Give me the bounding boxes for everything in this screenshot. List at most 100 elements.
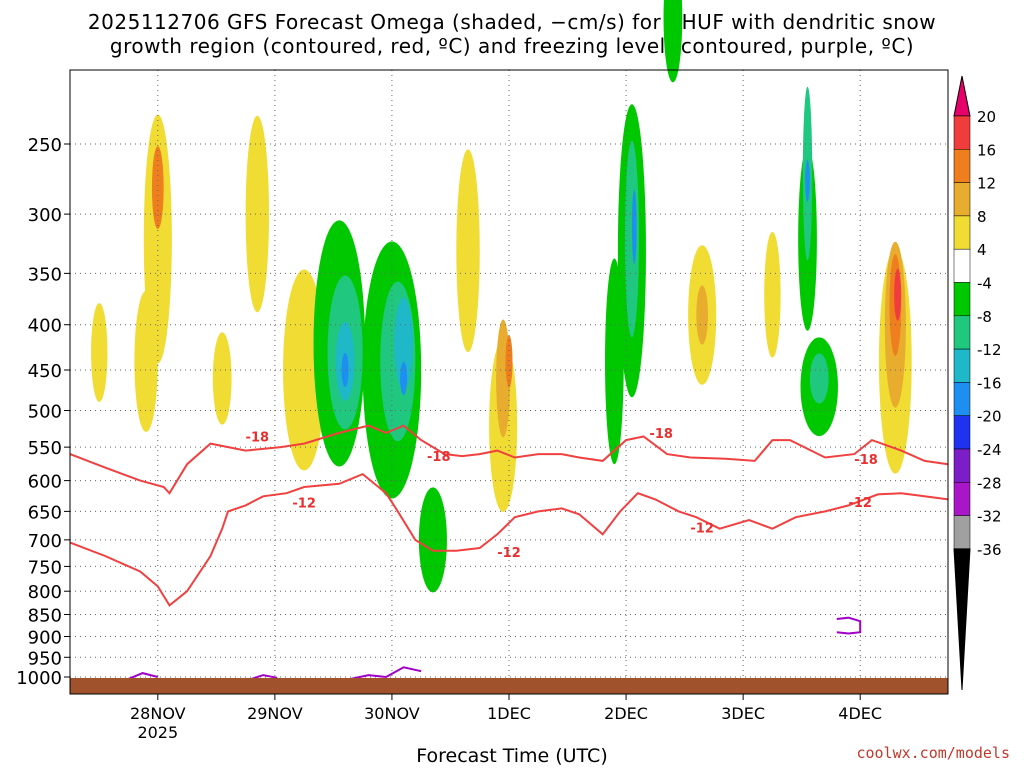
colorbar-top-arrow: [953, 75, 971, 117]
colorbar-segment: [953, 248, 971, 283]
colorbar-segment: [953, 315, 971, 350]
dgz-contour-line: [69, 424, 949, 495]
colorbar-label: -24: [977, 441, 1002, 459]
x-tick-label: 30NOV: [364, 704, 420, 723]
y-tick-label: 800: [28, 582, 62, 603]
grid-lines: [70, 70, 948, 694]
omega-blob: [663, 0, 683, 83]
x-year-label: 2025: [137, 723, 178, 742]
colorbar-label: -16: [977, 374, 1002, 392]
omega-blob: [245, 115, 270, 313]
omega-blob: [604, 258, 624, 465]
y-tick-label: 750: [28, 557, 62, 578]
x-tick-label: 1DEC: [487, 704, 531, 723]
chart-title-line1: 2025112706 GFS Forecast Omega (shaded, −…: [87, 10, 937, 34]
omega-blob: [400, 361, 408, 396]
contour-label: -18: [649, 427, 673, 442]
y-tick-label: 400: [28, 316, 62, 337]
contour-label: -12: [848, 496, 872, 511]
freezing-level-line: [350, 666, 422, 680]
terrain-surface: [70, 678, 948, 694]
omega-shading: [91, 0, 912, 593]
colorbar-label: -28: [977, 474, 1002, 492]
contour-label: -12: [497, 546, 521, 561]
colorbar-segment: [953, 182, 971, 217]
omega-blob: [394, 297, 414, 390]
contour-label: -18: [246, 431, 270, 446]
omega-blob: [894, 268, 902, 321]
colorbar-label: -32: [977, 508, 1002, 526]
x-axis-label: Forecast Time (UTC): [416, 745, 608, 767]
colorbar-bottom-arrow: [953, 548, 971, 691]
x-tick-label: 2DEC: [604, 704, 648, 723]
colorbar-segment: [953, 448, 971, 483]
x-tick-label: 4DEC: [838, 704, 882, 723]
colorbar-segment: [953, 415, 971, 450]
contour-label: -18: [427, 450, 451, 465]
y-tick-label: 700: [28, 531, 62, 552]
colorbar-label: -12: [977, 341, 1002, 359]
y-tick-label: 850: [28, 606, 62, 627]
y-tick-label: 300: [28, 205, 62, 226]
colorbar-segment: [953, 515, 971, 550]
omega-blob: [624, 140, 639, 338]
colorbar-label: 20: [977, 108, 996, 126]
contour-label: -18: [854, 453, 878, 468]
dgz-contour-line: [69, 472, 949, 607]
dgz-contours: [69, 424, 949, 607]
colorbar-label: -20: [977, 408, 1002, 426]
omega-blob: [91, 303, 108, 402]
plot-frame: [69, 69, 949, 695]
x-tick-label: 29NOV: [247, 704, 303, 723]
omega-blob: [696, 285, 709, 345]
y-tick-label: 250: [28, 135, 62, 156]
contour-label: -12: [690, 522, 714, 537]
omega-blob: [631, 189, 637, 265]
omega-blob: [212, 332, 232, 425]
contour-label: -12: [292, 496, 316, 511]
y-tick-label: 600: [28, 472, 62, 493]
colorbar-segment: [953, 115, 971, 150]
colorbar-label: 8: [977, 208, 987, 226]
freezing-level-contours: [128, 616, 862, 680]
x-tick-label: 3DEC: [721, 704, 765, 723]
y-tick-label: 500: [28, 402, 62, 423]
omega-blob: [143, 114, 172, 364]
omega-blob: [505, 335, 513, 388]
omega-blob: [456, 149, 480, 353]
colorbar-label: 16: [977, 141, 996, 159]
colorbar-label: -8: [977, 308, 992, 326]
colorbar-segment: [953, 348, 971, 383]
y-tick-label: 350: [28, 264, 62, 285]
y-tick-label: 550: [28, 438, 62, 459]
colorbar-segment: [953, 215, 971, 250]
omega-blob: [151, 146, 164, 229]
chart-title-line2: growth region (contoured, red, ºC) and f…: [109, 34, 915, 58]
colorbar-segment: [953, 282, 971, 317]
colorbar-label: -4: [977, 275, 992, 293]
colorbar-label: -36: [977, 541, 1002, 559]
omega-blob: [805, 159, 810, 202]
x-tick-label: 28NOV: [130, 704, 186, 723]
axis-tick-labels: 2503003504004505005506006507007508008509…: [16, 135, 882, 742]
colorbar-segment: [953, 149, 971, 183]
omega-blob: [418, 487, 447, 593]
y-tick-label: 650: [28, 502, 62, 523]
contour-labels: -18 -18 -18 -18 -12 -12 -12 -12: [246, 427, 878, 561]
freezing-level-line: [836, 616, 862, 635]
colorbar-label: 12: [977, 175, 996, 193]
colorbar: 20 16 12 8 4 -4 -8 -12 -16 -20 -24 -28 -32 -36: [953, 75, 1002, 691]
omega-blob: [764, 231, 781, 358]
colorbar-segment: [953, 482, 971, 516]
y-tick-label: 950: [28, 648, 62, 669]
y-tick-label: 1000: [16, 668, 62, 689]
omega-blob: [809, 353, 829, 404]
freezing-level-line: [251, 674, 278, 680]
y-tick-label: 900: [28, 627, 62, 648]
colorbar-label: 4: [977, 241, 987, 259]
freezing-level-line: [128, 672, 159, 680]
colorbar-segment: [953, 382, 971, 416]
y-tick-label: 450: [28, 361, 62, 382]
credit-text: coolwx.com/models: [856, 744, 1010, 762]
